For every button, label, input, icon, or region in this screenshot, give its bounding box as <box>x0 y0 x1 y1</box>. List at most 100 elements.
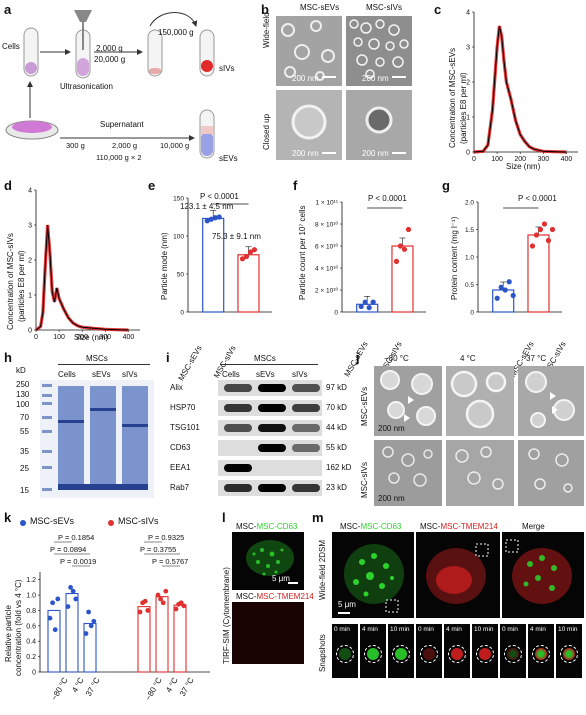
data-point <box>370 299 376 305</box>
tirf-tmem214-image <box>232 602 304 664</box>
snapshot-ring <box>392 645 410 663</box>
blot-kd: 162 kD <box>326 463 352 472</box>
panel-letter-h: h <box>4 350 12 365</box>
k-legend-dot-2 <box>108 520 114 526</box>
data-point <box>251 247 258 253</box>
x-tick: 300 <box>99 334 111 341</box>
blot-band <box>224 384 252 392</box>
y-tick: 0.2 <box>26 654 36 661</box>
data-point <box>506 279 512 285</box>
panel-letter-j: j <box>356 350 360 365</box>
blot-band <box>224 404 252 412</box>
x-tick: 200 <box>514 156 526 163</box>
h-kd: kD <box>16 366 26 375</box>
y-tick: 0 <box>334 310 338 317</box>
snapshot-ring <box>532 645 550 663</box>
snapshot-time: 0 min <box>418 626 434 633</box>
em-sivs-widefield: 200 nm <box>346 16 412 86</box>
em-j-sevs-m80: 200 nm <box>374 366 442 436</box>
y-tick: 3 <box>28 223 32 230</box>
data-point <box>55 596 61 602</box>
bar <box>155 596 169 673</box>
panel-letter-a: a <box>4 2 12 17</box>
c-ylabel-2: (particles E8 per ml) <box>459 72 468 144</box>
e-pvalue: P < 0.0001 <box>200 192 239 201</box>
snapshot-frame: 10 min <box>388 624 414 678</box>
data-point <box>358 303 364 310</box>
e-value-1: 123.1 ± 4.5 nm <box>180 202 234 211</box>
y-tick: 1.5 <box>465 227 474 234</box>
blot-band <box>258 384 286 392</box>
y-tick: 8 × 10¹⁰ <box>315 221 338 229</box>
blot-strip <box>218 440 322 456</box>
m-header-1-text: MSC-CD63 <box>360 522 402 531</box>
m-cd63-image: 5 μm <box>332 532 414 618</box>
data-point <box>239 256 246 262</box>
x-tick: 0 <box>472 156 476 163</box>
supernatant-label: Supernatant <box>100 120 144 129</box>
k-p-right-2: P = 0.3755 <box>140 545 177 554</box>
spin-300-label: 300 g <box>66 141 85 150</box>
spin-10000-label: 10,000 g <box>160 141 190 150</box>
l-title-2-text: MSC-TMEM214 <box>256 592 314 601</box>
y-tick: 0 <box>466 150 470 157</box>
b-row1: Wide-field <box>262 12 271 48</box>
x-tick: 100 <box>491 156 503 163</box>
arrow-spin <box>149 12 198 27</box>
em-j-sivs-37 <box>518 440 584 506</box>
coomassie-gel <box>40 380 154 498</box>
blot-label-alix: Alix <box>170 383 183 392</box>
blot-strip <box>218 400 322 416</box>
data-point <box>510 292 516 299</box>
sivs-label: sIVs <box>219 64 235 73</box>
data-point <box>243 253 250 260</box>
snapshot-ring <box>448 645 466 663</box>
k-ylabel-2: concentration (fold vs 4 °C) <box>14 579 23 676</box>
j-row2: MSC-sIVs <box>360 462 369 498</box>
data-point <box>83 631 89 636</box>
data-point <box>529 243 536 249</box>
data-point <box>397 243 404 249</box>
y-tick: 4 <box>28 188 32 195</box>
h-lane-2: sEVs <box>92 370 111 379</box>
probe-tip <box>82 22 84 50</box>
data-point <box>70 588 76 594</box>
em-sevs-widefield: 200 nm <box>276 16 342 86</box>
c-ylabel-1: Concentration of MSC-sEVs <box>448 47 457 148</box>
chart-c: 0 100 200 300 400 0 1 2 3 4 <box>466 10 578 163</box>
m-header-1: MSC-MSC-CD63 <box>340 522 402 531</box>
tirf-cd63-image: 5 μm <box>232 532 304 590</box>
chart-e: 0 50 100 150 <box>173 196 272 317</box>
snapshot-ring <box>476 645 494 663</box>
bar <box>65 592 79 673</box>
h-marker-130: 130 <box>16 390 30 399</box>
l-title-2: MSC-MSC-TMEM214 <box>236 592 314 601</box>
data-point <box>47 615 53 621</box>
data-point <box>158 596 164 602</box>
i-group: MSCs <box>254 354 276 363</box>
k-legend-2: MSC-sIVs <box>118 516 159 526</box>
snapshot-time: 4 min <box>446 626 462 633</box>
y-tick: 2.0 <box>465 200 474 207</box>
snapshot-ring <box>420 645 438 663</box>
snapshot-frame: 4 min <box>360 624 386 678</box>
g-pvalue: P < 0.0001 <box>518 194 557 203</box>
m-header-3: Merge <box>522 522 545 531</box>
panel-letter-i: i <box>166 350 170 365</box>
data-point <box>405 226 412 233</box>
data-point <box>142 598 148 604</box>
blot-kd: 97 kD <box>326 383 347 392</box>
h-marker-35: 35 <box>20 447 29 456</box>
data-point <box>366 305 372 311</box>
h-group: MSCs <box>86 354 108 363</box>
k-p-left-2: P = 0.0894 <box>50 545 87 554</box>
x-tick: 100 <box>53 334 65 341</box>
l-side-label: TIRF-SIM (Cytomembrane) <box>222 567 231 664</box>
bar <box>47 609 61 673</box>
x-tick: 200 <box>76 334 88 341</box>
y-tick: 4 <box>466 10 470 17</box>
h-lane-3: sIVs <box>122 370 138 379</box>
data-point <box>52 627 58 633</box>
data-point <box>549 226 556 233</box>
ultrasonication-label: Ultrasonication <box>60 82 113 91</box>
